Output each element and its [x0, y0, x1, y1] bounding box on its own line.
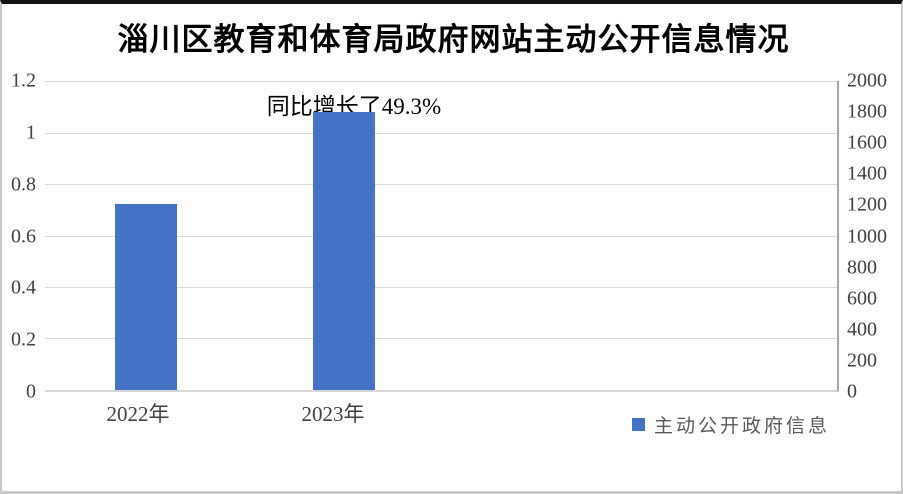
left-axis-tick: 0.4 [11, 276, 36, 299]
legend-marker-icon [632, 418, 645, 431]
right-axis-tick: 800 [847, 256, 877, 279]
left-axis-tick: 1 [26, 121, 36, 144]
gridline [45, 287, 837, 288]
right-axis-tick: 0 [847, 380, 857, 403]
bar-2023 [313, 112, 375, 390]
right-axis-tick: 1000 [847, 225, 887, 247]
right-axis-tick: 600 [847, 287, 877, 310]
gridline [45, 81, 837, 82]
left-y-axis: 1.2 1 0.8 0.6 0.4 0.2 0 [2, 70, 36, 403]
right-y-axis: 2000 1800 1600 1400 1200 1000 800 600 40… [847, 70, 903, 403]
left-axis-tick: 0.2 [11, 328, 36, 351]
gridline [45, 338, 837, 340]
right-axis-tick: 400 [847, 318, 877, 341]
gridline [45, 235, 837, 237]
left-axis-tick: 0.8 [11, 173, 36, 196]
left-axis-tick: 0 [26, 380, 36, 403]
right-axis-tick: 1600 [847, 131, 887, 154]
legend: 主动公开政府信息 [632, 411, 830, 438]
left-axis-tick: 0.6 [11, 225, 36, 247]
right-axis-tick: 1200 [847, 193, 887, 216]
plot-area [45, 81, 839, 392]
right-axis-tick: 1400 [847, 162, 887, 185]
gridline [45, 183, 837, 185]
right-axis-tick: 2000 [847, 69, 887, 92]
left-axis-tick: 1.2 [11, 69, 36, 92]
right-axis-tick: 1800 [847, 100, 887, 123]
x-axis-label-2023: 2023年 [301, 402, 365, 426]
right-axis-tick: 200 [847, 349, 877, 372]
gridline [45, 132, 837, 134]
legend-label: 主动公开政府信息 [654, 416, 831, 437]
x-axis-label-2022: 2022年 [106, 402, 170, 426]
chart-title: 淄川区教育和体育局政府网站主动公开信息情况 [117, 22, 790, 57]
bar-2022 [115, 204, 177, 390]
